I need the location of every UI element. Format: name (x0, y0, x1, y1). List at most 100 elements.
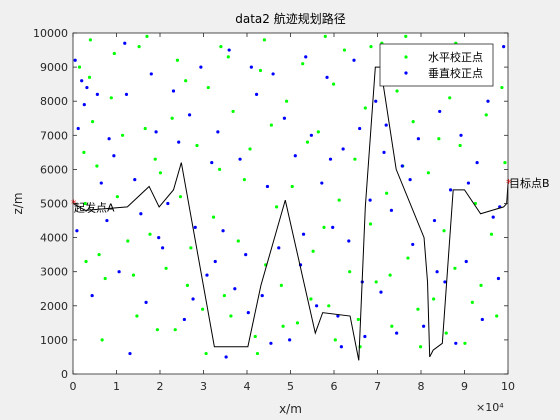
horizontal-point (418, 345, 423, 349)
horizontal-point (178, 195, 183, 199)
vertical-point (341, 147, 345, 151)
vertical-point (238, 157, 242, 161)
vertical-point (411, 242, 415, 247)
horizontal-point (143, 126, 147, 131)
end-point-marker: * (506, 177, 512, 190)
vertical-point (400, 164, 404, 168)
x-tick-label: 9 (461, 380, 468, 393)
x-tick-label: 10 (501, 380, 515, 393)
y-tick-label: 5000 (40, 198, 68, 211)
vertical-point (466, 181, 471, 185)
horizontal-point (353, 157, 357, 161)
horizontal-point (115, 195, 119, 199)
horizontal-point (84, 259, 88, 264)
horizontal-point (211, 215, 216, 219)
horizontal-point (463, 341, 467, 345)
horizontal-point (103, 276, 107, 281)
horizontal-point (83, 201, 87, 206)
x-tick-label: 4 (244, 380, 251, 393)
y-axis-label: z/m (11, 192, 25, 214)
vertical-point (395, 331, 399, 335)
vertical-point (435, 270, 439, 274)
horizontal-point (331, 82, 336, 86)
horizontal-point (390, 324, 394, 328)
vertical-point (95, 92, 99, 96)
vertical-point (260, 293, 264, 298)
horizontal-point (88, 38, 92, 42)
horizontal-point (388, 273, 392, 277)
vertical-point (166, 201, 170, 206)
horizontal-point (290, 184, 294, 189)
vertical-point (475, 160, 479, 165)
vertical-point (352, 58, 356, 62)
vertical-point (80, 79, 84, 83)
horizontal-point (109, 96, 113, 100)
vertical-point (496, 276, 501, 281)
vertical-point (123, 41, 127, 45)
horizontal-point (311, 249, 315, 253)
horizontal-point (153, 157, 157, 161)
vertical-point (277, 246, 281, 250)
vertical-point (408, 178, 412, 182)
vertical-point (454, 341, 458, 345)
horizontal-point (479, 283, 483, 287)
horizontal-point (453, 266, 457, 270)
vertical-point (320, 181, 324, 185)
vertical-point (384, 123, 388, 127)
vertical-point (379, 290, 383, 294)
vertical-point (382, 150, 386, 154)
trajectory-path (72, 66, 509, 361)
vertical-point (363, 334, 367, 339)
vertical-point (389, 208, 394, 212)
y-tick-label: 6000 (40, 163, 68, 176)
y-tick-label: 0 (61, 368, 68, 381)
horizontal-point (184, 79, 188, 83)
horizontal-point (279, 283, 283, 287)
horizontal-point (426, 171, 430, 175)
y-tick-label: 7000 (40, 129, 68, 142)
vertical-point (309, 133, 313, 137)
vertical-point (149, 72, 153, 76)
horizontal-point (363, 106, 367, 110)
legend-label-vertical: 垂直校正点 (428, 66, 483, 80)
horizontal-point (185, 283, 190, 287)
horizontal-point (135, 314, 139, 318)
vertical-point (432, 218, 437, 223)
horizontal-point (112, 51, 116, 56)
horizontal-point (189, 246, 193, 250)
horizontal-point (309, 297, 313, 301)
vertical-point (210, 160, 214, 165)
horizontal-point (416, 307, 420, 311)
vertical-point (480, 317, 484, 322)
horizontal-point (148, 232, 152, 236)
horizontal-point (158, 171, 163, 175)
vertical-point (347, 239, 351, 243)
vertical-point (339, 345, 343, 349)
legend-label-horizontal: 水平校正点 (428, 50, 483, 64)
horizontal-point (87, 75, 92, 79)
horizontal-point (348, 270, 352, 274)
vertical-point (254, 92, 259, 96)
vertical-point (301, 232, 306, 236)
horizontal-point (281, 324, 285, 328)
vertical-point (325, 75, 329, 79)
vertical-point (117, 270, 121, 274)
vertical-point (502, 45, 506, 49)
y-tick-label: 1000 (40, 334, 68, 347)
vertical-point (112, 154, 116, 158)
vertical-point (193, 225, 197, 229)
x-tick-label: 3 (200, 380, 207, 393)
start-point-label: 起发点A (74, 201, 115, 215)
x-axis-label: x/m (279, 402, 302, 416)
horizontal-point (131, 273, 136, 277)
horizontal-point (489, 232, 494, 236)
vertical-point (154, 130, 158, 134)
vertical-point (491, 215, 495, 219)
horizontal-point (137, 45, 141, 49)
vertical-point (416, 137, 420, 141)
horizontal-point (255, 351, 260, 356)
x-tick-label: 1 (113, 380, 120, 393)
vertical-point (157, 236, 161, 240)
vertical-point (304, 55, 308, 59)
x-tick-label: 6 (331, 380, 338, 393)
